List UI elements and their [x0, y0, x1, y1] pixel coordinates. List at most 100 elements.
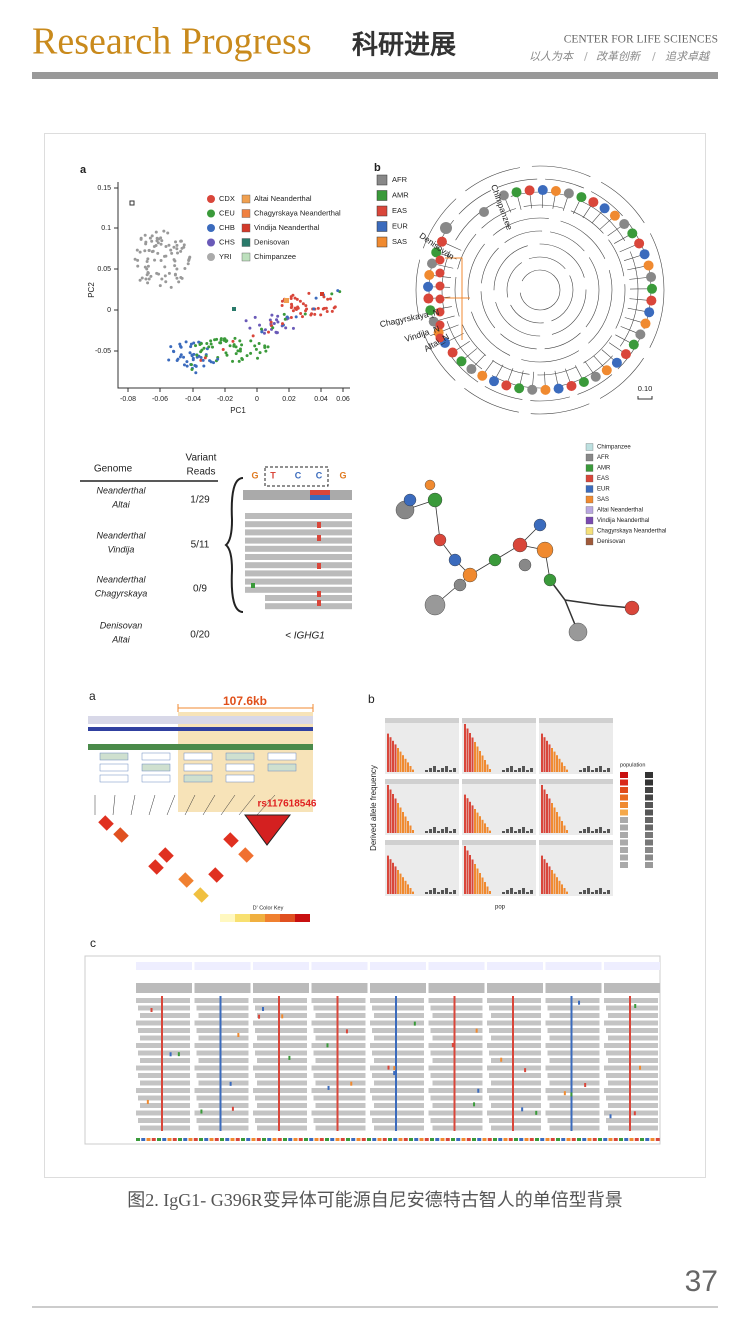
motto: 追求卓越: [665, 50, 711, 63]
legend-swatch: [207, 238, 215, 247]
scatter-point: [147, 277, 151, 281]
tree-node: [576, 192, 587, 203]
scatter-point: [145, 273, 149, 277]
scatter-point: [216, 357, 220, 361]
igv-read: [547, 1005, 600, 1011]
table-header: Variant: [186, 453, 217, 464]
scatter-point: [221, 348, 225, 352]
scatter-point: [262, 331, 266, 335]
legend-swatch: [645, 832, 653, 838]
legend-label: EUR: [392, 221, 408, 230]
scatter-point: [253, 344, 257, 348]
tree-node: [646, 272, 657, 283]
sequence-base: [456, 1138, 461, 1141]
scatter-point: [276, 314, 280, 318]
read: [245, 537, 352, 544]
scatter-point: [172, 245, 176, 249]
header-bar: [32, 72, 718, 79]
table-header: Genome: [94, 464, 133, 475]
facet-strip: [539, 840, 613, 845]
mismatch: [475, 1028, 478, 1033]
legend-label: EUR: [597, 487, 610, 493]
freq-bar: [392, 794, 394, 833]
sequence-base: [367, 1138, 371, 1141]
tree-node: [646, 283, 657, 294]
read: [245, 554, 352, 560]
legend-label: CEU: [219, 208, 235, 217]
sequence-base: [577, 1138, 581, 1141]
scatter-point: [293, 296, 297, 300]
scatter-point: [194, 344, 198, 348]
scatter-point: [153, 258, 157, 262]
scatter-point: [283, 317, 287, 321]
scale-bar: [637, 396, 653, 400]
mismatch: [350, 1081, 353, 1086]
sequence-base: [241, 1138, 245, 1141]
sequence-base: [283, 1138, 287, 1141]
legend-label: Vindija Neanderthal: [597, 518, 649, 524]
legend-swatch: [645, 809, 653, 816]
scatter-point: [144, 277, 148, 281]
freq-bar: [397, 803, 399, 833]
freq-bar: [484, 760, 486, 772]
color-key-label: D' Color Key: [253, 905, 284, 911]
freq-bar: [510, 888, 513, 894]
tree-node: [524, 185, 535, 196]
igv-read: [140, 1103, 190, 1108]
scatter-point: [219, 337, 223, 341]
scatter-point: [266, 345, 270, 349]
sequence-base: [540, 1138, 545, 1141]
sequence-base: [209, 1138, 214, 1141]
scatter-point: [257, 342, 261, 346]
scatter-point: [296, 306, 300, 310]
panel-label: a: [89, 689, 96, 703]
sequence-base: [598, 1138, 602, 1141]
sequence-base: [493, 1138, 497, 1141]
freq-bar: [518, 768, 521, 772]
sequence-base: [319, 1138, 324, 1141]
freq-bar: [548, 744, 551, 772]
scatter-point: [289, 316, 293, 320]
igv-read: [608, 1058, 658, 1063]
sequence-base: [246, 1138, 251, 1141]
freq-bar: [404, 880, 407, 894]
mismatch: [535, 1110, 538, 1115]
scatter-point: [163, 265, 167, 269]
freq-bar: [591, 892, 594, 894]
igv-read: [547, 1050, 600, 1056]
tree-node: [540, 384, 551, 395]
legend-swatch: [585, 485, 594, 493]
igv-read: [432, 1125, 483, 1131]
sequence-base: [608, 1138, 613, 1141]
igv-read: [372, 1118, 424, 1123]
coverage: [370, 983, 426, 993]
igv-read: [140, 1125, 190, 1131]
scatter-point: [240, 343, 244, 347]
scatter-point: [135, 248, 139, 252]
legend-label: Altai Neanderthal: [254, 194, 312, 203]
genome-name: Altai: [111, 499, 131, 509]
legend-swatch: [207, 253, 215, 261]
igv-read: [489, 1005, 541, 1011]
sequence-base: [508, 1138, 513, 1141]
igv-header: [487, 962, 543, 970]
sequence-base: [498, 1138, 503, 1141]
igv-read: [138, 1073, 190, 1078]
legend-swatch: [620, 809, 628, 816]
freq-bar: [445, 827, 448, 833]
igv-read: [313, 1118, 366, 1123]
sequence-base: [640, 1138, 644, 1141]
network-node: [568, 622, 588, 642]
scatter-point: [162, 229, 166, 233]
tree-node: [514, 383, 525, 394]
scatter-point: [186, 262, 190, 266]
igv-header: [136, 962, 192, 970]
scatter-point: [326, 297, 330, 301]
scatter-point: [225, 353, 229, 357]
x-tick-label: 0: [255, 396, 259, 403]
color-key: [295, 914, 310, 922]
caption: 图2. IgG1- G396R变异体可能源自尼安德特古智人的单倍型背景: [127, 1190, 623, 1210]
freq-bar: [558, 816, 561, 833]
scatter-point: [189, 342, 193, 346]
igv-read: [549, 1058, 600, 1063]
